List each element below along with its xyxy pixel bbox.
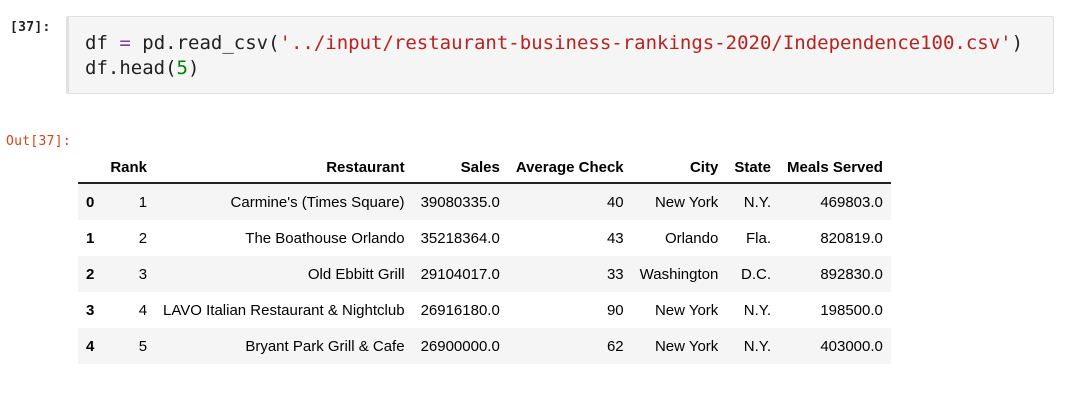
cell-city: New York — [654, 337, 719, 355]
column-header-index — [78, 152, 102, 183]
column-header-average-check: Average Check — [515, 158, 624, 176]
cell-average-check: 33 — [606, 265, 624, 283]
row-index: 0 — [86, 193, 95, 211]
cell-sales: 29104017.0 — [420, 265, 500, 283]
cell-city: New York — [654, 301, 719, 319]
cell-sales: 35218364.0 — [420, 229, 500, 247]
input-prompt: [37]: — [10, 20, 51, 35]
column-header-sales: Sales — [460, 158, 500, 176]
cell-average-check: 62 — [606, 337, 624, 355]
code-var: df — [85, 32, 108, 54]
column-header-restaurant: Restaurant — [326, 158, 405, 176]
cell-state: D.C. — [741, 265, 771, 283]
cell-meals-served: 198500.0 — [820, 301, 883, 319]
cell-rank: 4 — [138, 301, 148, 319]
cell-sales: 39080335.0 — [420, 193, 500, 211]
column-header-state: State — [734, 158, 771, 176]
row-index: 4 — [86, 337, 95, 355]
cell-meals-served: 892830.0 — [820, 265, 883, 283]
table-row: 3 4 LAVO Italian Restaurant & Nightclub … — [78, 292, 891, 328]
cell-rank: 2 — [138, 229, 148, 247]
code-paren-2: ) — [187, 57, 200, 79]
cell-state: N.Y. — [743, 193, 771, 211]
cell-restaurant: Carmine's (Times Square) — [230, 193, 405, 211]
cell-rank: 5 — [138, 337, 148, 355]
column-header-meals-served: Meals Served — [787, 158, 883, 176]
cell-city: Orlando — [664, 229, 719, 247]
table-row: 4 5 Bryant Park Grill & Cafe 26900000.0 … — [78, 328, 891, 364]
table-row: 2 3 Old Ebbitt Grill 29104017.0 33 Washi… — [78, 256, 891, 292]
cell-average-check: 90 — [606, 301, 624, 319]
cell-meals-served: 820819.0 — [820, 229, 883, 247]
code-input-cell[interactable]: df = pd.read_csv('../input/restaurant-bu… — [66, 16, 1054, 94]
table-header-row: Rank Restaurant Sales Average Check City… — [78, 152, 891, 183]
code-number: 5 — [176, 57, 188, 79]
table-row: 1 2 The Boathouse Orlando 35218364.0 43 … — [78, 220, 891, 256]
code-call-2: df.head( — [85, 57, 177, 79]
code-editor[interactable]: df = pd.read_csv('../input/restaurant-bu… — [85, 31, 1023, 81]
dataframe-table: Rank Restaurant Sales Average Check City… — [78, 152, 891, 364]
code-operator: = — [119, 32, 131, 54]
cell-average-check: 43 — [606, 229, 624, 247]
column-header-rank: Rank — [110, 158, 148, 176]
output-prompt: Out[37]: — [6, 134, 72, 149]
cell-restaurant: The Boathouse Orlando — [245, 229, 405, 247]
cell-state: Fla. — [745, 229, 771, 247]
cell-city: Washington — [639, 265, 719, 283]
cell-meals-served: 403000.0 — [820, 337, 883, 355]
cell-rank: 3 — [138, 265, 148, 283]
code-call: pd.read_csv( — [142, 32, 280, 54]
cell-state: N.Y. — [743, 337, 771, 355]
cell-restaurant: LAVO Italian Restaurant & Nightclub — [163, 301, 405, 319]
cell-restaurant: Old Ebbitt Grill — [307, 265, 405, 283]
code-string: '../input/restaurant-business-rankings-2… — [279, 32, 1012, 54]
cell-city: New York — [654, 193, 719, 211]
cell-restaurant: Bryant Park Grill & Cafe — [245, 337, 405, 355]
cell-meals-served: 469803.0 — [820, 193, 883, 211]
row-index: 3 — [86, 301, 95, 319]
cell-state: N.Y. — [743, 301, 771, 319]
code-paren: ) — [1011, 32, 1024, 54]
row-index: 2 — [86, 265, 95, 283]
cell-average-check: 40 — [606, 193, 624, 211]
column-header-city: City — [689, 158, 719, 176]
cell-sales: 26916180.0 — [420, 301, 500, 319]
row-index: 1 — [86, 229, 95, 247]
table-row: 0 1 Carmine's (Times Square) 39080335.0 … — [78, 183, 891, 220]
cell-sales: 26900000.0 — [420, 337, 500, 355]
cell-rank: 1 — [138, 193, 148, 211]
